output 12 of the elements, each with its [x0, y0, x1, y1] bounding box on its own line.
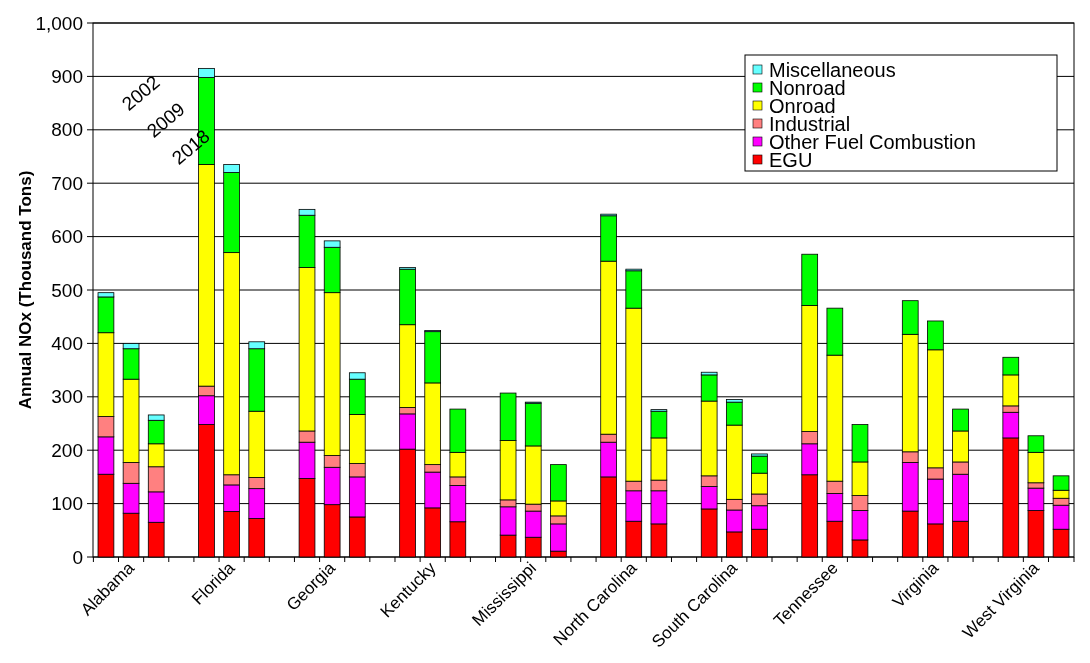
- y-tick-label: 300: [51, 386, 83, 408]
- y-tick-label: 700: [51, 172, 83, 194]
- y-tick-label: 100: [51, 493, 83, 515]
- y-tick-label: 0: [72, 546, 83, 568]
- y-axis-title: Annual NOx (Thousand Tons): [16, 170, 35, 410]
- y-tick-label: 600: [51, 226, 83, 248]
- y-tick-label: 800: [51, 119, 83, 141]
- y-tick-label: 900: [51, 66, 83, 88]
- y-tick-label: 500: [51, 279, 83, 301]
- y-tick-label: 400: [51, 333, 83, 355]
- y-tick-label: 200: [51, 439, 83, 461]
- y-tick-label: 1,000: [35, 12, 83, 34]
